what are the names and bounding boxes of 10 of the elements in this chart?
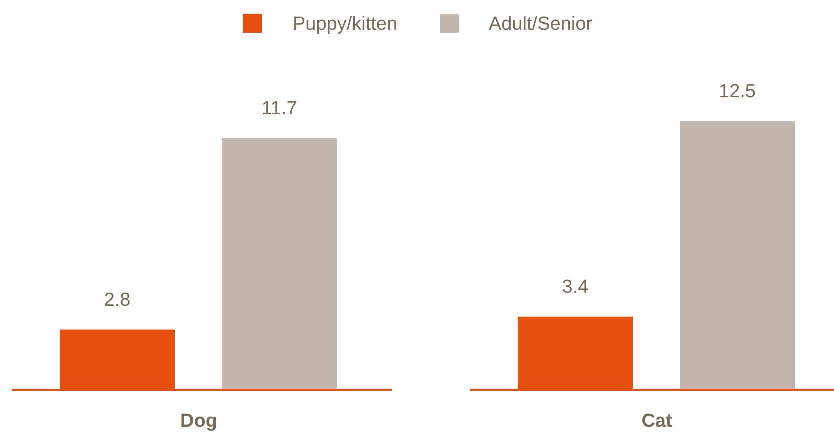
data-label: 12.5: [719, 81, 756, 102]
data-label: 3.4: [562, 276, 590, 298]
legend-label: Adult/Senior: [489, 14, 594, 35]
x-tick-label: Cat: [642, 411, 673, 432]
data-label: 2.8: [104, 290, 131, 311]
data-label: 11.7: [262, 98, 298, 120]
legend-label: Puppy/kitten: [293, 14, 398, 35]
x-tick-label: Dog: [180, 411, 218, 432]
bar: [222, 138, 337, 390]
bar: [680, 121, 795, 390]
